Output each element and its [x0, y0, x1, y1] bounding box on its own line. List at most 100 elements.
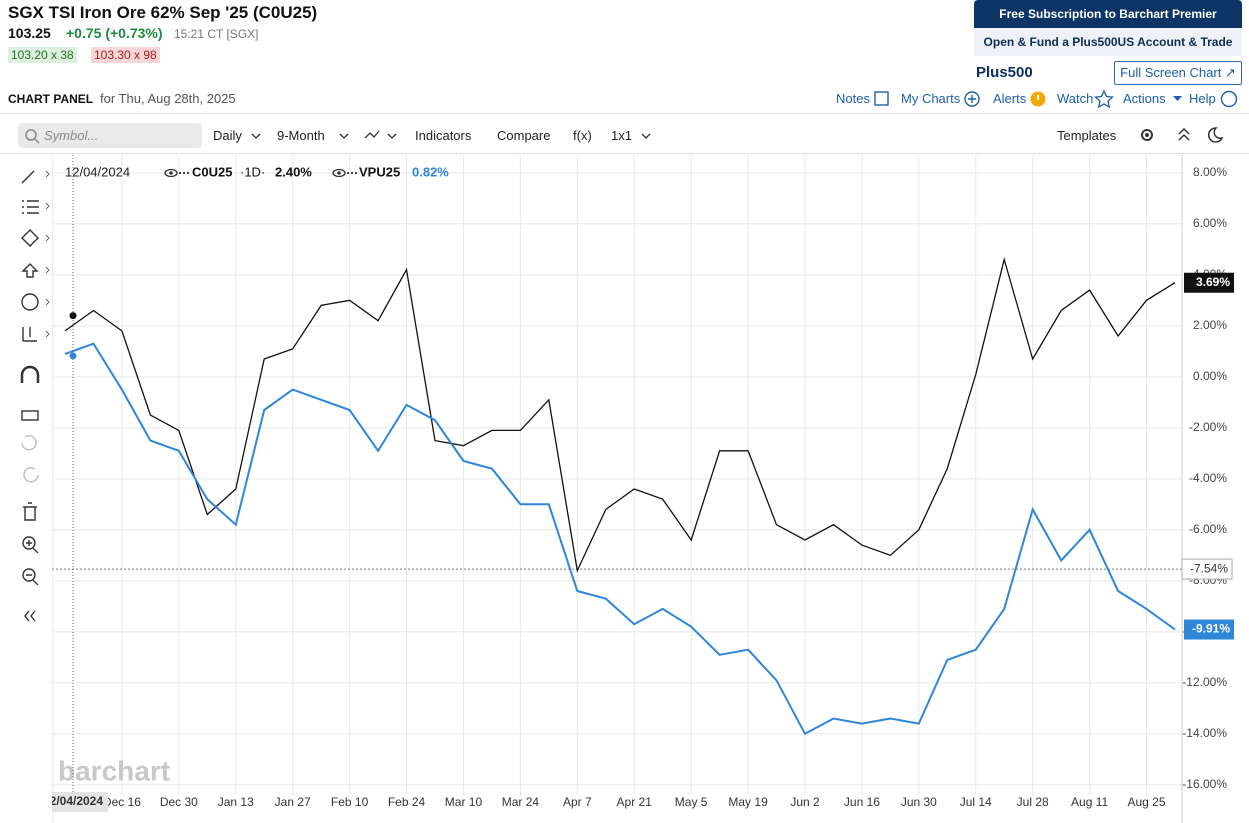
zoom-in-tool[interactable] [22, 536, 36, 550]
series-line [64, 342, 1176, 736]
x-tick-label: Jun 2 [790, 795, 820, 809]
function-button[interactable]: f(x) [573, 128, 592, 143]
reference-badge [1181, 558, 1233, 580]
title: SGX TSI Iron Ore 62% Sep '25 (C0U25) [8, 3, 318, 22]
arrow-tool[interactable] [21, 263, 39, 278]
premier-banner[interactable]: Free Subscription to Barchart Premier [974, 0, 1242, 28]
interval-select[interactable]: Daily [213, 128, 242, 143]
drawing-tools [20, 170, 50, 622]
chart: barchart 8.00%6.00%4.00%2.00%0.00%-2.00%… [52, 155, 1234, 823]
lock-tool[interactable] [21, 410, 39, 421]
shape-tool[interactable] [21, 229, 39, 247]
x-tick-label: May 19 [728, 795, 768, 809]
actions-link[interactable]: Actions [1123, 91, 1166, 106]
last-value-label: 3.69% [1196, 275, 1230, 289]
y-tick-label: -6.00% [1189, 522, 1227, 536]
line-tool[interactable] [21, 170, 35, 184]
legend-menu-dot [346, 171, 350, 175]
collapse-tool[interactable] [24, 610, 36, 622]
crosshair-x-label: 12/04/2024 [52, 794, 103, 808]
crosshair-dot [69, 312, 77, 320]
fib-tool[interactable] [22, 200, 39, 214]
legend-menu-dot [178, 171, 182, 175]
visibility-pupil [337, 171, 341, 175]
symbol-placeholder: Symbol... [44, 128, 99, 143]
x-tick-label: Dec 16 [103, 795, 141, 809]
full-screen-label: Full Screen Chart [1120, 65, 1222, 80]
y-tick-label: 8.00% [1193, 165, 1227, 179]
x-tick-label: Jan 13 [218, 795, 254, 809]
x-tick-label: Jan 27 [275, 795, 311, 809]
panel-date: for Thu, Aug 28th, 2025 [100, 91, 236, 106]
x-tick-label: Jul 14 [960, 795, 992, 809]
legend-series: VPU25 [359, 164, 400, 179]
note-tool[interactable] [21, 293, 39, 311]
indicators-button[interactable]: Indicators [415, 128, 472, 143]
legend-value: 0.82% [412, 164, 449, 179]
legend-menu-dot [354, 171, 358, 175]
y-tick-label: 0.00% [1193, 369, 1227, 383]
x-tick-label: Apr 21 [617, 795, 653, 809]
plus500-banner[interactable]: Open & Fund a Plus500US Account & Trade [974, 28, 1242, 56]
y-tick-label: -12.00% [1182, 675, 1227, 689]
series-line [64, 256, 1176, 573]
separator [0, 113, 1249, 114]
x-tick-label: Mar 10 [445, 795, 483, 809]
my-charts-link[interactable]: My Charts [901, 91, 961, 106]
legend-value: 2.40% [275, 164, 312, 179]
last-value-label: -9.91% [1192, 622, 1230, 636]
ask: 103.30 x 98 [91, 47, 160, 63]
x-tick-label: Mar 24 [502, 795, 540, 809]
legend-menu-dot [350, 171, 354, 175]
x-tick-label: Feb 10 [331, 795, 369, 809]
crosshair-dot [69, 352, 77, 360]
x-tick-label: May 5 [675, 795, 708, 809]
full-screen-button[interactable]: Full Screen Chart ↗ [1114, 61, 1242, 85]
x-tick-label: Jun 30 [901, 795, 937, 809]
last-price: 103.25 [8, 25, 51, 41]
toolbar-icons [25, 127, 1224, 144]
symbol-search[interactable] [18, 123, 202, 148]
last-value-badge [1184, 619, 1234, 640]
legend-menu-dot [182, 171, 186, 175]
compare-button[interactable]: Compare [497, 128, 551, 143]
y-tick-label: 6.00% [1193, 216, 1227, 230]
watch-link[interactable]: Watch [1057, 91, 1094, 106]
templates-button[interactable]: Templates [1057, 128, 1117, 143]
layout-select[interactable]: 1x1 [611, 128, 632, 143]
notes-link[interactable]: Notes [836, 91, 870, 106]
y-tick-label: -2.00% [1189, 420, 1227, 434]
price-change: +0.75 (+0.73%) [66, 25, 163, 41]
y-tick-label: -16.00% [1182, 777, 1227, 791]
panel-label: CHART PANEL [8, 92, 94, 106]
redo-tool[interactable] [23, 467, 39, 483]
separator [0, 153, 1249, 154]
x-tick-label: Dec 30 [160, 795, 198, 809]
measure-tool[interactable] [22, 327, 37, 342]
watermark: barchart [58, 755, 170, 786]
x-tick-label: Apr 7 [563, 795, 592, 809]
x-tick-label: Feb 24 [388, 795, 426, 809]
legend-interval: ·1D· [240, 164, 265, 179]
y-tick-label: -4.00% [1189, 471, 1227, 485]
delete-tool[interactable] [23, 502, 37, 521]
zoom-out-tool[interactable] [22, 568, 36, 582]
y-tick-label: 2.00% [1193, 318, 1227, 332]
x-tick-label: Jun 16 [844, 795, 880, 809]
help-link[interactable]: Help [1189, 91, 1216, 106]
undo-tool[interactable] [21, 435, 37, 451]
reference-label: -7.54% [1190, 561, 1228, 575]
legend-date: 12/04/2024 [65, 164, 130, 179]
legend-menu-dot [186, 171, 190, 175]
magnet-tool[interactable] [20, 365, 40, 383]
legend-series: C0U25 [192, 164, 232, 179]
x-tick-label: Aug 11 [1071, 795, 1108, 809]
crosshair-x-badge [52, 792, 108, 812]
y-tick-label: -14.00% [1182, 726, 1227, 740]
plus500-logo: Plus500 [976, 64, 1033, 81]
alerts-link[interactable]: Alerts [993, 91, 1027, 106]
range-select[interactable]: 9-Month [277, 128, 325, 143]
visibility-toggle [164, 168, 178, 178]
